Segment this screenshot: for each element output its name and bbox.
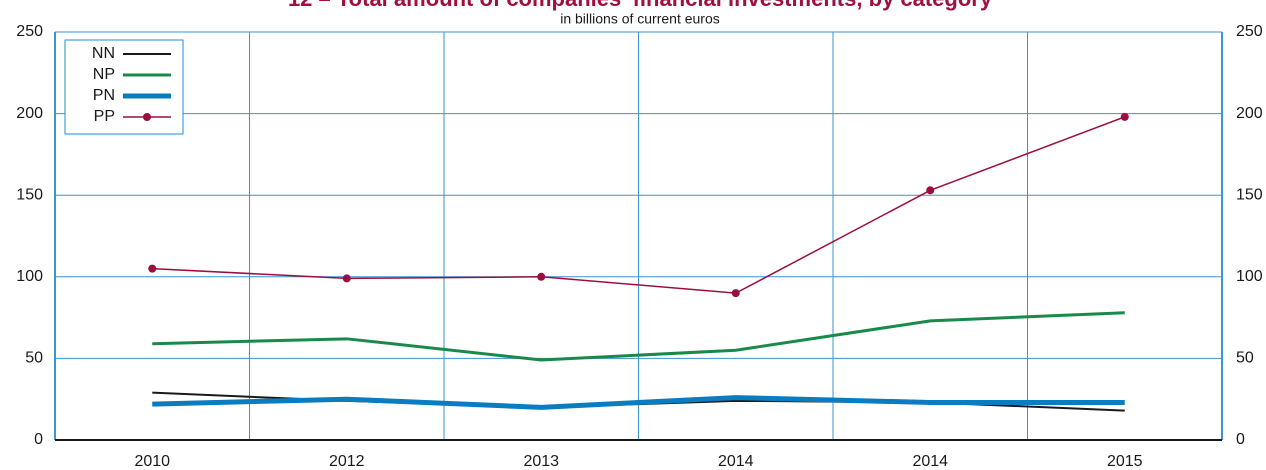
y-tick-label: 50 xyxy=(25,350,43,367)
x-tick-label: 2015 xyxy=(1107,453,1143,470)
legend-label: PN xyxy=(93,87,115,104)
series-line xyxy=(152,311,1125,362)
legend-label: PP xyxy=(94,108,115,125)
data-point xyxy=(731,289,740,298)
data-point xyxy=(537,272,546,281)
y2-tick-label: 200 xyxy=(1236,105,1263,122)
data-point xyxy=(342,274,351,283)
legend-marker xyxy=(143,113,151,121)
x-tick-label: 2014 xyxy=(912,453,948,470)
data-point xyxy=(1120,112,1129,121)
legend-label: NN xyxy=(92,45,115,62)
y-tick-label: 0 xyxy=(34,431,43,448)
y-tick-label: 100 xyxy=(16,268,43,285)
x-tick-label: 2012 xyxy=(329,453,365,470)
series-line xyxy=(152,395,1125,410)
y2-tick-label: 100 xyxy=(1236,268,1263,285)
y-tick-label: 150 xyxy=(16,186,43,203)
data-point xyxy=(148,264,157,273)
x-tick-label: 2010 xyxy=(134,453,170,470)
legend-label: NP xyxy=(93,66,115,83)
y2-tick-label: 250 xyxy=(1236,23,1263,40)
legend-box xyxy=(64,39,184,135)
y2-tick-label: 150 xyxy=(1236,186,1263,203)
chart-title: 12 – Total amount of companies' financia… xyxy=(288,0,993,11)
x-tick-label: 2014 xyxy=(718,453,754,470)
y-tick-label: 200 xyxy=(16,105,43,122)
x-tick-label: 2013 xyxy=(523,453,559,470)
chart-subtitle: in billions of current euros xyxy=(560,11,720,27)
data-point xyxy=(926,186,935,195)
series-line xyxy=(152,116,1126,294)
y-tick-label: 250 xyxy=(16,23,43,40)
y2-tick-label: 0 xyxy=(1236,431,1245,448)
y2-tick-label: 50 xyxy=(1236,350,1254,367)
